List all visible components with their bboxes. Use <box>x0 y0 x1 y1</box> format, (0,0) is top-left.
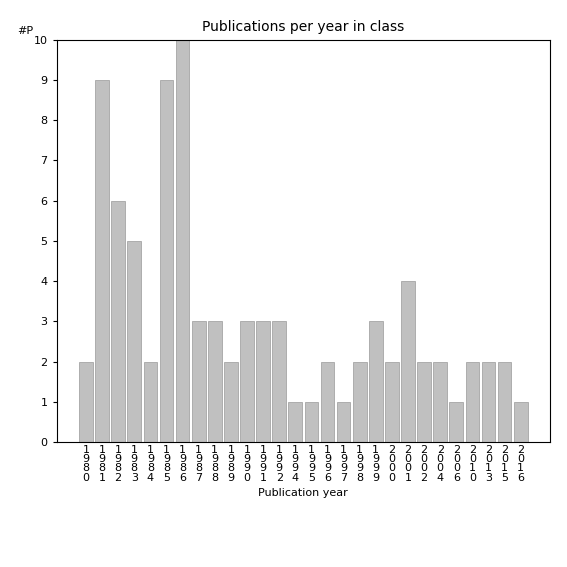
Bar <box>514 402 527 442</box>
Bar <box>417 362 431 442</box>
Bar <box>482 362 496 442</box>
Bar <box>272 321 286 442</box>
Bar <box>385 362 399 442</box>
Bar <box>176 40 189 442</box>
Bar <box>304 402 318 442</box>
Bar <box>289 402 302 442</box>
Bar <box>128 241 141 442</box>
Bar <box>450 402 463 442</box>
Bar <box>498 362 511 442</box>
Bar <box>321 362 335 442</box>
Text: #P: #P <box>17 26 33 36</box>
Bar <box>224 362 238 442</box>
Bar <box>111 201 125 442</box>
Bar <box>143 362 157 442</box>
Bar <box>208 321 222 442</box>
Title: Publications per year in class: Publications per year in class <box>202 20 404 35</box>
X-axis label: Publication year: Publication year <box>259 488 348 498</box>
Bar <box>466 362 479 442</box>
Bar <box>240 321 254 442</box>
Bar <box>160 80 174 442</box>
Bar <box>256 321 270 442</box>
Bar <box>369 321 383 442</box>
Bar <box>401 281 415 442</box>
Bar <box>79 362 93 442</box>
Bar <box>95 80 109 442</box>
Bar <box>192 321 205 442</box>
Bar <box>337 402 350 442</box>
Bar <box>433 362 447 442</box>
Bar <box>353 362 366 442</box>
